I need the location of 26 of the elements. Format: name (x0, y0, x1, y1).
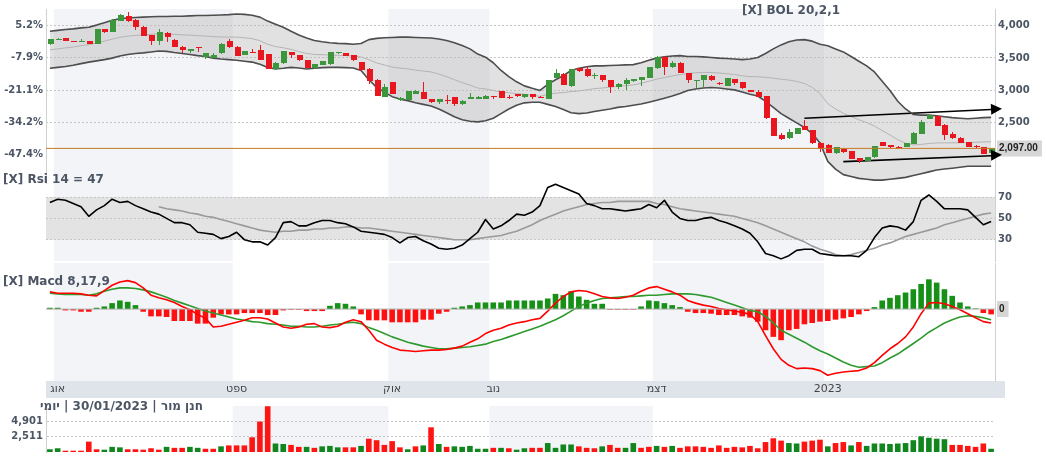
x-tick-label: אוק (383, 382, 402, 396)
x-tick-label: 2023 (813, 382, 842, 396)
y2-tick-label: -21.1% (4, 83, 43, 95)
x-tick-label: דצמ (646, 382, 667, 396)
annotation: חנן מור | 30/01/2023 | יומי (40, 399, 203, 413)
y-tick-label: 2,511 (11, 429, 44, 441)
y-tick-label: 30 (998, 233, 1012, 245)
y-tick-label: 3,500 (998, 51, 1030, 63)
y-tick-label: 2,500 (998, 116, 1030, 128)
x-tick-label: אוג (50, 382, 66, 396)
y-tick-label: 4,000 (998, 19, 1030, 31)
y-tick-label: 4,901 (11, 415, 44, 427)
y-tick-label: 3,000 (998, 83, 1030, 95)
ref-line-label: 2,097.00 (999, 142, 1039, 154)
annotation: [X] Rsi 14 = 47 (3, 172, 104, 186)
x-tick-label: נוב (486, 382, 501, 396)
annotation: [X] BOL 20,2,1 (742, 3, 841, 17)
y-tick-label: 50 (998, 212, 1012, 223)
ref-line-label: 0 (999, 302, 1005, 314)
y2-tick-label: 5.2% (15, 19, 43, 31)
y2-tick-label: -34.2% (4, 115, 43, 127)
y2-tick-label: -7.9% (11, 51, 43, 63)
annotation: [X] Macd 8,17,9 (3, 274, 110, 288)
y-tick-label: 70 (998, 190, 1012, 202)
x-tick-label: ספט (226, 382, 248, 396)
y2-tick-label: -47.4% (4, 148, 43, 160)
